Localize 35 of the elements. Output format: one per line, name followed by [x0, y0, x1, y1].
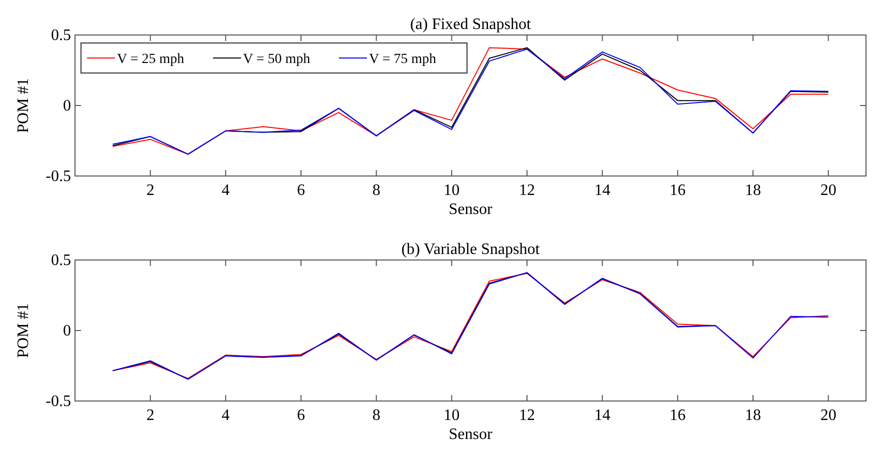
x-tick-label: 10 [444, 182, 460, 199]
x-tick-label: 2 [146, 182, 154, 199]
chart-title: (b) Variable Snapshot [401, 241, 540, 258]
x-tick-label: 20 [820, 182, 836, 199]
x-tick-label: 20 [820, 407, 836, 424]
y-tick-label: 0.5 [51, 27, 71, 44]
x-axis-title: Sensor [448, 426, 493, 443]
x-tick-label: 10 [444, 407, 460, 424]
x-tick-label: 12 [519, 182, 535, 199]
x-tick-label: 14 [594, 407, 610, 424]
y-tick-label: 0 [63, 322, 71, 340]
legend-label: V = 75 mph [369, 52, 436, 67]
x-tick-label: 18 [745, 407, 761, 424]
x-tick-label: 16 [670, 407, 686, 424]
legend-label: V = 25 mph [117, 52, 184, 67]
x-tick-label: 12 [519, 407, 535, 424]
x-tick-label: 8 [372, 407, 380, 424]
y-tick-label: 0 [63, 98, 71, 114]
y-axis-title: POM #1 [15, 303, 32, 358]
y-tick-label: 0.5 [51, 252, 71, 269]
x-tick-label: 6 [297, 182, 305, 199]
legend-label: V = 50 mph [243, 52, 310, 67]
y-tick-label: -0.5 [46, 393, 71, 410]
y-tick-label: -0.5 [46, 168, 71, 185]
x-axis-title: Sensor [448, 201, 493, 218]
x-tick-label: 2 [146, 407, 154, 424]
x-tick-label: 8 [372, 182, 380, 199]
x-tick-label: 6 [297, 407, 305, 424]
chart-title: (a) Fixed Snapshot [410, 16, 532, 33]
x-tick-label: 14 [594, 182, 610, 199]
x-tick-label: 18 [745, 182, 761, 199]
x-tick-label: 4 [222, 407, 230, 424]
x-tick-label: 16 [670, 182, 686, 199]
y-axis-title: POM #1 [15, 78, 32, 133]
x-tick-label: 4 [222, 182, 230, 199]
